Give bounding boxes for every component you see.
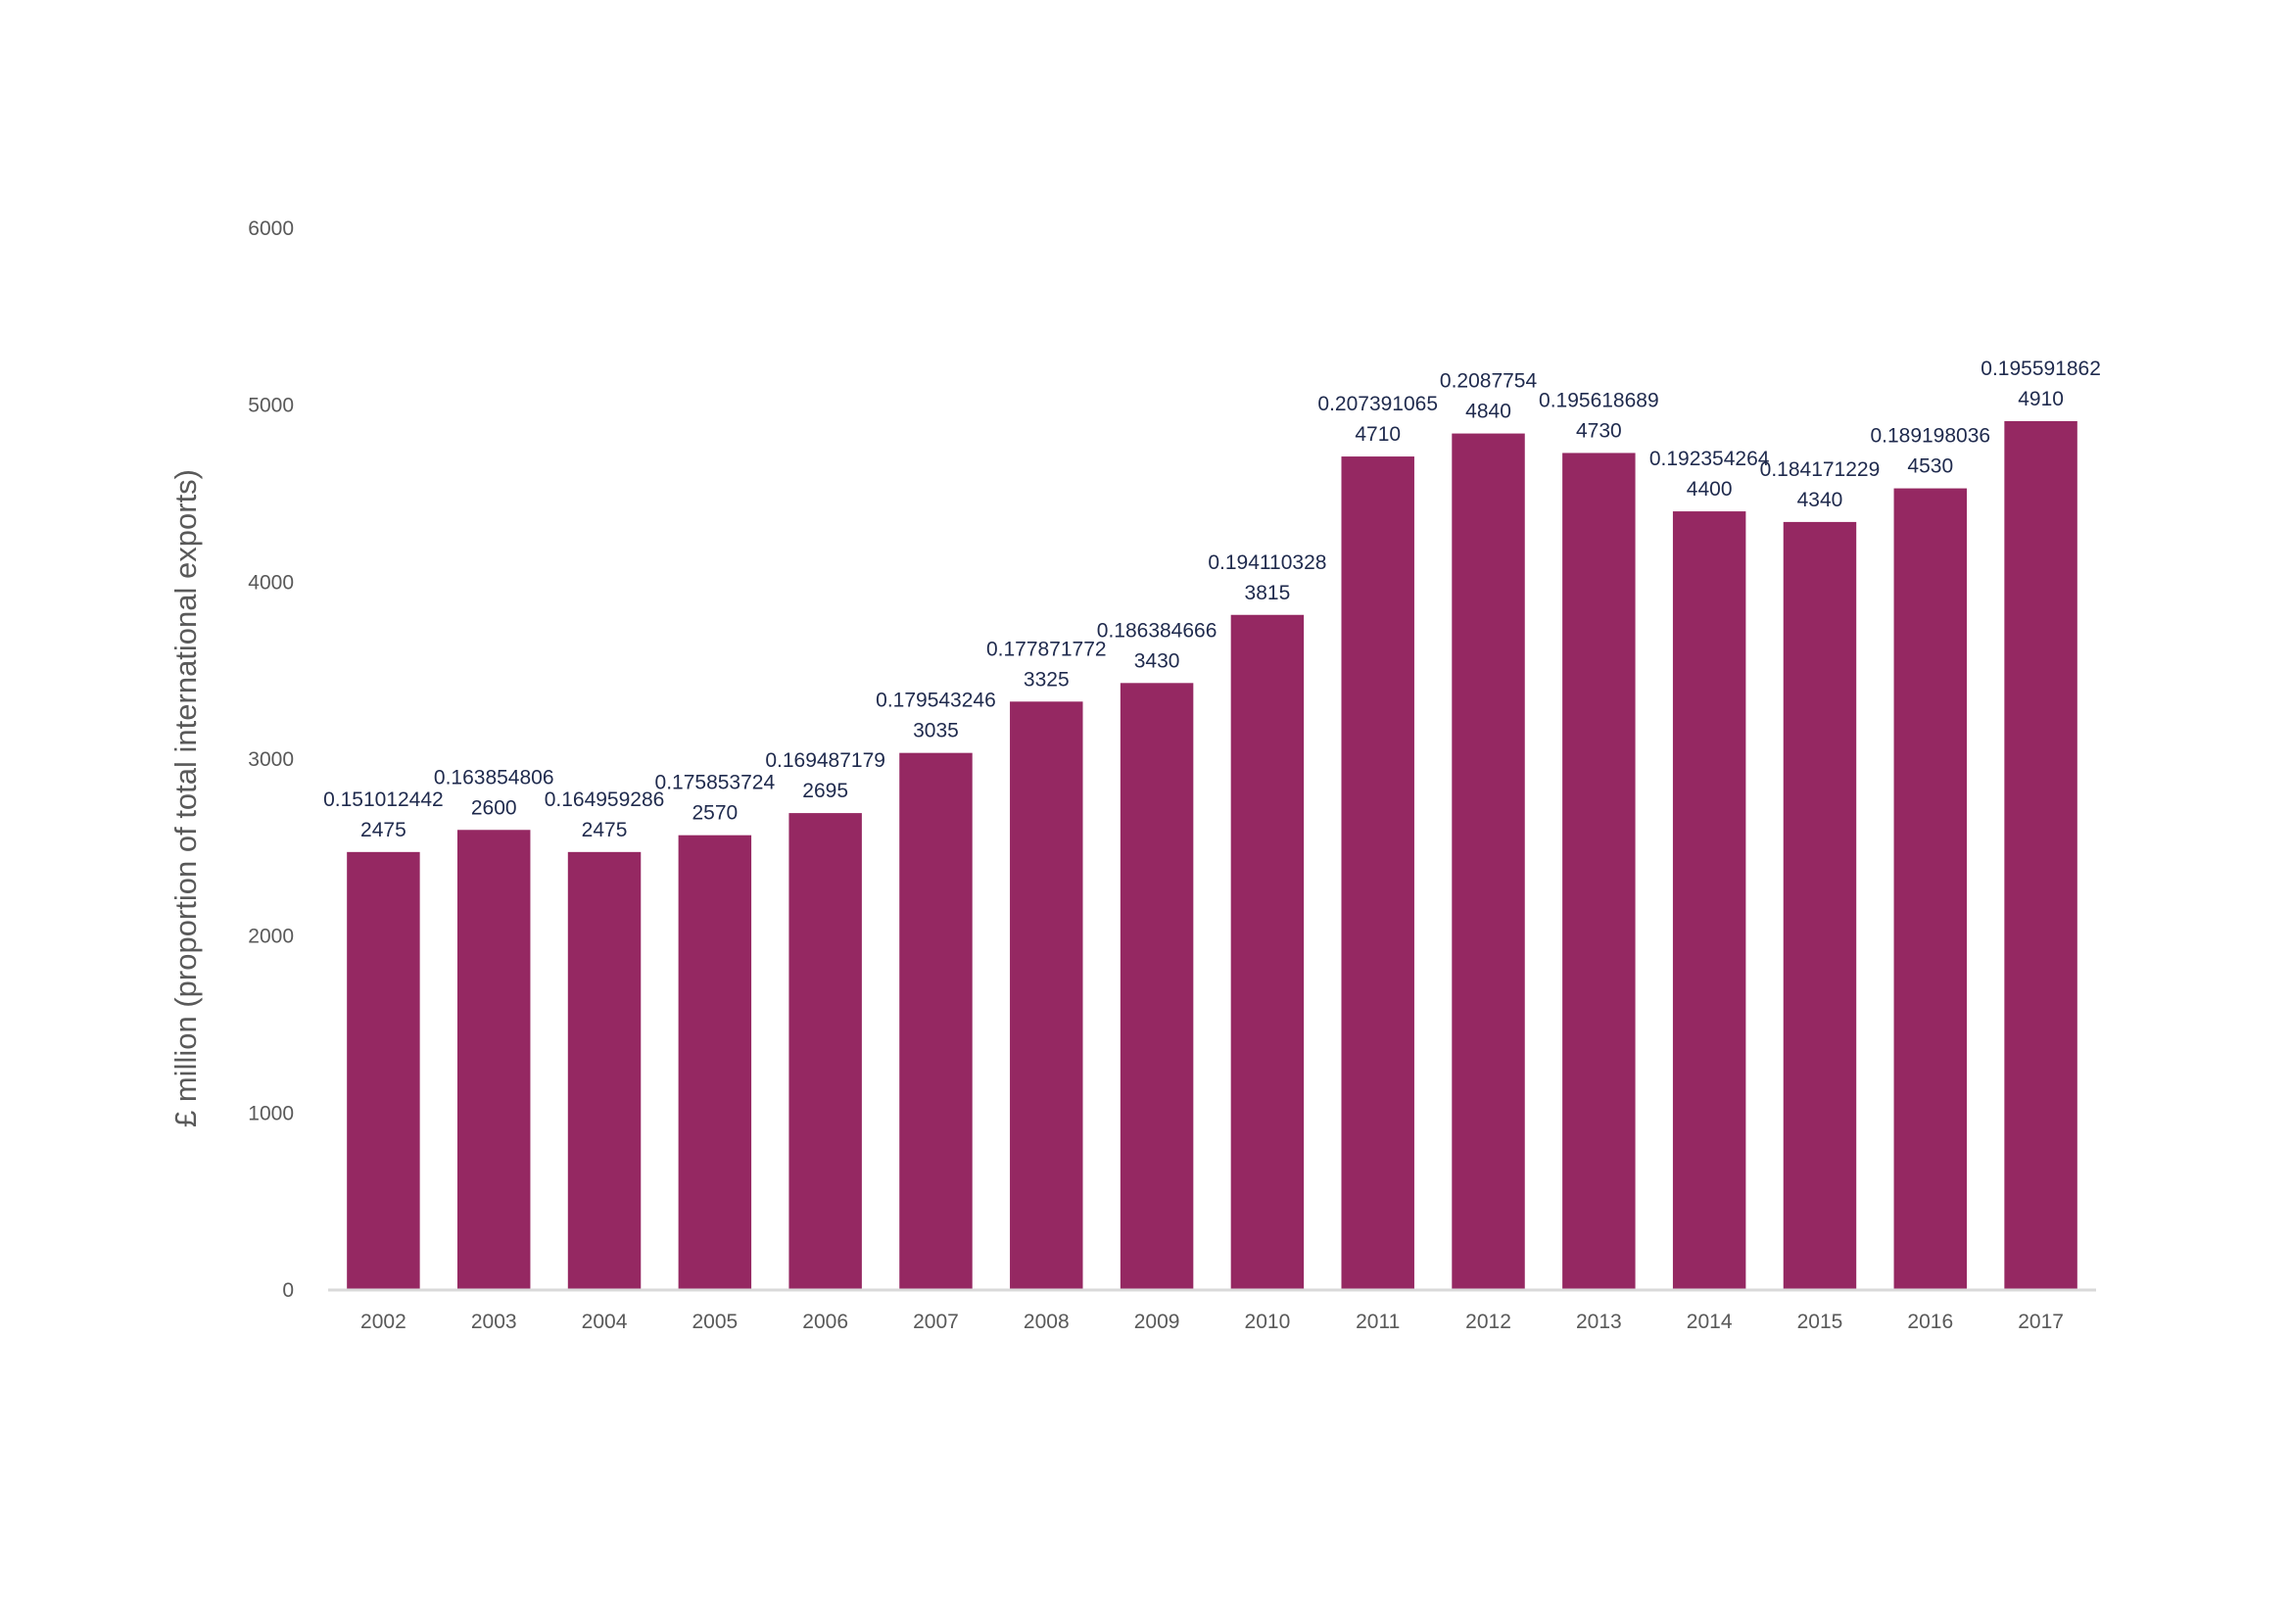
value-label: 2475 [582,819,628,841]
x-tick-label: 2013 [1576,1311,1622,1333]
value-label: 3430 [1134,649,1180,672]
bar [788,813,862,1290]
proportion-label: 0.179543246 [876,690,996,712]
bar [1010,701,1083,1290]
bar [1341,456,1414,1290]
x-tick-label: 2014 [1687,1311,1733,1333]
bar [678,835,752,1290]
proportion-label: 0.186384666 [1097,619,1217,642]
value-label: 3815 [1245,582,1291,604]
bar [899,752,973,1290]
y-axis-ticks: 0 1000 2000 3000 4000 5000 6000 [248,217,294,1302]
bar [1230,614,1305,1290]
x-tick-label: 2002 [360,1311,406,1333]
value-label: 4530 [1907,455,1953,478]
bar [1452,433,1525,1290]
proportion-label: 0.2087754 [1440,370,1538,393]
bar [456,830,531,1290]
value-label: 2570 [692,802,738,825]
y-tick-label: 2000 [248,926,294,948]
bar [1783,521,1857,1290]
value-label: 3325 [1024,668,1070,691]
x-tick-label: 2003 [471,1311,517,1333]
proportion-label: 0.189198036 [1870,425,1990,448]
x-tick-label: 2006 [802,1311,848,1333]
x-tick-label: 2008 [1024,1311,1070,1333]
proportion-label: 0.184171229 [1760,458,1881,481]
value-label: 4710 [1355,423,1401,446]
x-axis-ticks: 2002 2003 2004 2005 2006 2007 2008 2009 2010 2011… [360,1311,2064,1333]
bar [567,851,642,1290]
bar [1672,511,1746,1290]
x-tick-label: 2017 [2018,1311,2064,1333]
y-tick-label: 5000 [248,395,294,417]
bar [1120,683,1194,1290]
x-tick-label: 2011 [1356,1311,1400,1333]
value-label: 2600 [471,796,517,819]
value-label: 2475 [360,819,406,841]
x-tick-label: 2005 [692,1311,738,1333]
value-label: 4730 [1576,419,1622,442]
proportion-label: 0.194110328 [1208,551,1326,574]
y-tick-label: 4000 [248,571,294,594]
value-label: 4910 [2018,388,2064,410]
y-tick-label: 6000 [248,217,294,240]
x-tick-label: 2004 [582,1311,628,1333]
x-tick-label: 2015 [1797,1311,1843,1333]
x-tick-label: 2012 [1465,1311,1511,1333]
proportion-label: 0.177871772 [986,638,1107,660]
proportion-label: 0.195618689 [1539,389,1659,411]
proportion-label: 0.192354264 [1649,448,1770,470]
y-tick-label: 3000 [248,748,294,771]
proportion-label: 0.169487179 [765,749,885,772]
x-tick-label: 2010 [1245,1311,1291,1333]
proportion-label: 0.164959286 [545,788,665,811]
bar [2004,420,2077,1291]
y-tick-label: 1000 [248,1102,294,1124]
value-label: 4340 [1797,489,1843,511]
value-label: 4840 [1465,401,1511,423]
bar [347,851,420,1290]
proportion-label: 0.195591862 [1981,358,2101,380]
proportion-label: 0.163854806 [434,766,554,788]
bar [1893,488,1968,1291]
y-tick-label: 0 [282,1279,294,1302]
proportion-label: 0.175853724 [655,772,776,794]
data-labels-group: 0.151012442 2475 0.163854806 2600 0.16495928… [323,358,2101,841]
x-tick-label: 2016 [1907,1311,1953,1333]
bars-group [347,420,2077,1291]
x-tick-label: 2007 [913,1311,959,1333]
proportion-label: 0.207391065 [1317,393,1438,415]
bar [1562,453,1636,1290]
value-label: 2695 [802,780,848,802]
value-label: 4400 [1687,478,1733,501]
x-tick-label: 2009 [1134,1311,1180,1333]
y-axis-title: £ million (proportion of total internati… [168,469,203,1127]
proportion-label: 0.151012442 [323,788,444,811]
value-label: 3035 [913,720,959,742]
